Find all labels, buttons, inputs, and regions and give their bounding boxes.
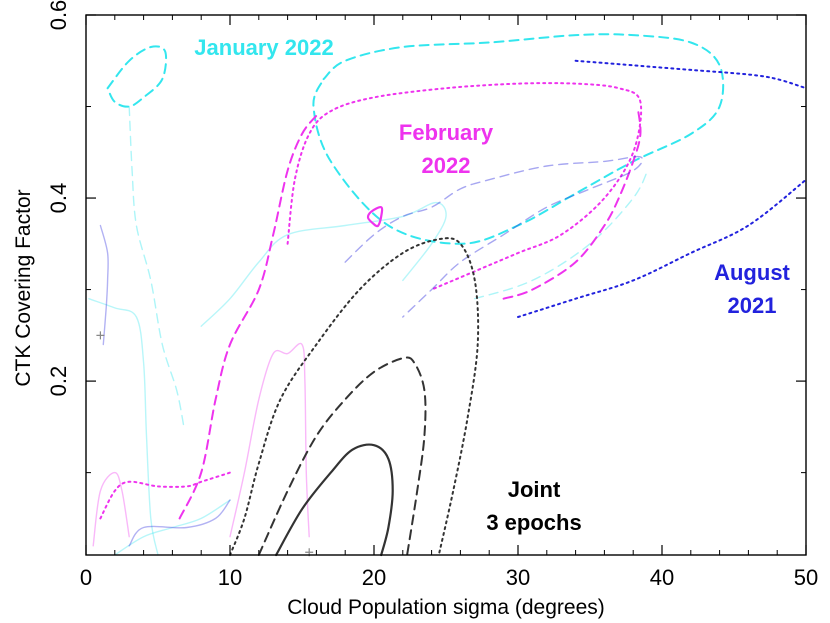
contour-february-2022-6: [92, 471, 130, 547]
y-tick-label: 0.2: [46, 366, 71, 397]
y-tick-label: 0.6: [46, 0, 71, 30]
contour-layer: [88, 33, 807, 557]
contour-january-2022-2: [128, 105, 185, 428]
contour-august-2021-1: [517, 178, 807, 318]
contour-joint-3-epochs-1: [257, 356, 427, 556]
annotation-february-2022-line1: February: [399, 120, 494, 145]
x-tick-label: 50: [794, 565, 818, 590]
contour-february-2022-1: [178, 114, 318, 520]
best-fit-marker: [96, 331, 105, 340]
contour-february-2022-5: [229, 342, 310, 538]
annotation-august-2021-line2: 2021: [728, 293, 777, 318]
contour-january-2022-3: [474, 169, 649, 300]
contour-january-2022-0: [312, 33, 725, 245]
contour-joint-3-epochs-2: [229, 237, 480, 556]
annotation-august-2021-line1: August: [714, 260, 790, 285]
contour-august-2021-4: [128, 499, 231, 547]
y-axis-title: CTK Covering Factor: [12, 189, 35, 386]
x-tick-label: 30: [506, 565, 530, 590]
contour-joint-3-epochs-0: [275, 443, 394, 557]
contour-january-2022-5: [200, 201, 447, 327]
axis-ticks: 0 10 20 30 40 50 0.2 0.4 0.6: [46, 0, 818, 590]
annotation-february-2022-line2: 2022: [422, 153, 471, 178]
contour-january-2022-1: [106, 45, 168, 108]
axes-frame: [85, 14, 807, 556]
contour-february-2022-0: [286, 82, 643, 291]
contour-january-2022-4: [88, 298, 159, 556]
contour-february-2022-3: [99, 471, 231, 520]
y-tick-label: 0.4: [46, 183, 71, 214]
annotation-joint-line1: Joint: [508, 477, 561, 502]
x-tick-label: 40: [650, 565, 674, 590]
contour-august-2021-2: [344, 155, 644, 318]
contour-february-2022-2: [502, 105, 642, 300]
annotation-january-2022: January 2022: [194, 35, 333, 60]
x-axis-title: Cloud Population sigma (degrees): [287, 596, 605, 619]
annotation-joint-line2: 3 epochs: [486, 510, 581, 535]
x-tick-label: 0: [80, 565, 92, 590]
x-tick-label: 20: [362, 565, 386, 590]
contour-august-2021-0: [574, 59, 807, 90]
x-tick-label: 10: [218, 565, 242, 590]
contour-august-2021-3: [99, 224, 109, 346]
contour-february-2022-4: [366, 205, 384, 228]
contour-january-2022-6: [114, 499, 231, 556]
